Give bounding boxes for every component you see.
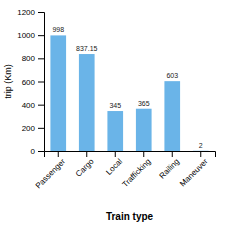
x-tick-label: Trafficking bbox=[121, 157, 153, 189]
x-tick-label: Maneuver bbox=[178, 157, 210, 189]
bar bbox=[164, 81, 180, 151]
data-label: 365 bbox=[138, 100, 150, 107]
y-tick-mark bbox=[38, 128, 44, 129]
y-tick: 200 bbox=[22, 124, 44, 133]
x-tick-label: Cargo bbox=[74, 157, 96, 179]
x-tick-mark bbox=[58, 151, 59, 157]
x-axis-line bbox=[45, 152, 216, 158]
x-tick-mark bbox=[86, 151, 87, 157]
y-tick-mark bbox=[38, 35, 44, 36]
bar bbox=[136, 109, 152, 151]
y-axis-line bbox=[38, 13, 45, 152]
y-tick-mark bbox=[38, 151, 44, 152]
y-tick: 800 bbox=[22, 54, 44, 63]
y-tick-mark bbox=[38, 105, 44, 106]
x-tick: Trafficking bbox=[121, 151, 153, 189]
bars bbox=[50, 35, 208, 151]
data-label: 998 bbox=[52, 26, 64, 33]
y-tick-label: 800 bbox=[22, 54, 36, 63]
data-label: 837.15 bbox=[76, 45, 98, 52]
chart: 0 200 400 600 800 1000 1200 Passenger Cargo Local… bbox=[0, 0, 225, 225]
bar bbox=[193, 150, 209, 151]
y-tick-label: 1000 bbox=[17, 31, 35, 40]
x-tick-label: Railing bbox=[157, 157, 181, 181]
plot: 0 200 400 600 800 1000 1200 Passenger Cargo Local… bbox=[17, 8, 215, 190]
x-tick-label: Local bbox=[104, 157, 124, 177]
data-labels: 998 837.15 345 365 603 2 bbox=[52, 26, 202, 148]
x-tick-mark bbox=[115, 151, 116, 157]
y-tick-label: 0 bbox=[31, 147, 36, 156]
bar bbox=[79, 54, 95, 151]
x-axis: Passenger Cargo LocalTraffickingRailingMan… bbox=[34, 151, 216, 190]
y-tick-label: 1200 bbox=[17, 8, 35, 17]
data-label: 2 bbox=[199, 142, 203, 149]
y-tick-mark bbox=[38, 58, 44, 59]
y-tick: 0 bbox=[31, 147, 44, 156]
y-tick: 600 bbox=[22, 78, 44, 87]
y-tick: 1200 bbox=[17, 8, 44, 17]
y-axis-title: trip (Km) bbox=[3, 64, 13, 99]
y-axis: 0 200 400 600 800 1000 1200 bbox=[17, 8, 44, 156]
x-tick: Local bbox=[104, 151, 124, 177]
x-tick-mark bbox=[143, 151, 144, 157]
y-tick-mark bbox=[38, 12, 44, 13]
bar bbox=[107, 111, 123, 151]
x-tick-mark bbox=[200, 151, 201, 157]
y-tick-label: 400 bbox=[22, 101, 36, 110]
x-tick: Maneuver bbox=[178, 151, 210, 188]
x-axis-title: Train type bbox=[106, 211, 154, 222]
x-tick: Railing bbox=[157, 151, 181, 181]
y-tick: 400 bbox=[22, 101, 44, 110]
x-tick: Cargo bbox=[74, 151, 96, 179]
data-label: 345 bbox=[109, 102, 121, 109]
x-tick-label: Passenger bbox=[34, 157, 68, 191]
y-tick-label: 600 bbox=[22, 78, 36, 87]
data-label: 603 bbox=[166, 72, 178, 79]
y-tick-label: 200 bbox=[22, 124, 36, 133]
x-tick: Passenger bbox=[34, 151, 68, 190]
x-tick-mark bbox=[172, 151, 173, 157]
y-tick-mark bbox=[38, 82, 44, 83]
bar bbox=[50, 35, 66, 151]
y-tick: 1000 bbox=[17, 31, 44, 40]
